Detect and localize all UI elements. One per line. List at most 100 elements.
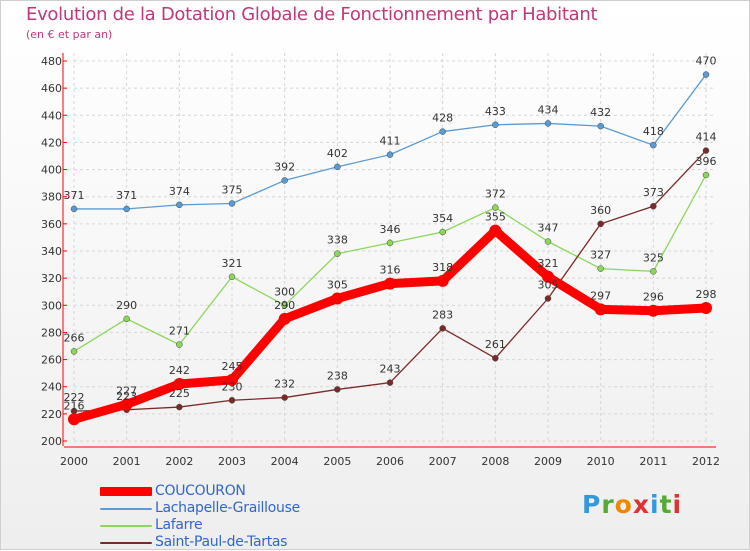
data-point-lafarre — [597, 265, 604, 272]
data-point-lafarre — [702, 171, 710, 179]
data-point-coucouron — [226, 373, 238, 386]
data-point-saint-paul-de-tartas — [702, 147, 710, 154]
data-label-lachapelle-graillouse: 371 — [116, 189, 137, 202]
data-label-saint-paul-de-tartas: 223 — [116, 390, 137, 403]
data-label-lafarre: 290 — [116, 299, 137, 312]
data-point-lachapelle-graillouse — [386, 151, 394, 158]
data-label-saint-paul-de-tartas: 373 — [643, 186, 664, 199]
data-label-coucouron: 305 — [327, 279, 348, 292]
data-label-saint-paul-de-tartas: 232 — [274, 378, 295, 391]
legend-swatch — [100, 508, 152, 510]
logo-letter: i — [650, 490, 660, 519]
data-point-lachapelle-graillouse — [228, 200, 236, 207]
data-point-lafarre — [439, 228, 446, 236]
data-point-lachapelle-graillouse — [650, 141, 657, 149]
data-label-coucouron: 245 — [222, 360, 243, 373]
data-point-coucouron — [278, 312, 291, 325]
data-point-lachapelle-graillouse — [544, 120, 552, 127]
data-label-saint-paul-de-tartas: 230 — [222, 380, 243, 393]
data-label-coucouron: 242 — [169, 364, 190, 377]
data-point-lafarre — [70, 348, 78, 355]
gridlines — [73, 53, 716, 442]
x-tick-label: 2009 — [534, 455, 562, 468]
data-point-saint-paul-de-tartas — [544, 295, 552, 302]
legend-swatch — [100, 487, 152, 496]
data-point-lafarre — [281, 302, 288, 309]
chart-title: Evolution de la Dotation Globale de Fonc… — [26, 4, 598, 25]
x-tick-label: 2011 — [639, 455, 667, 468]
data-point-lachapelle-graillouse — [123, 205, 130, 213]
data-label-saint-paul-de-tartas: 360 — [590, 204, 611, 217]
data-label-saint-paul-de-tartas: 222 — [64, 391, 85, 404]
data-label-lafarre: 271 — [169, 325, 190, 338]
data-point-coucouron — [489, 224, 502, 237]
logo-letter: o — [614, 490, 633, 519]
data-label-coucouron: 296 — [643, 291, 664, 304]
data-point-lachapelle-graillouse — [597, 122, 604, 130]
data-label-coucouron: 216 — [64, 399, 85, 412]
data-label-lachapelle-graillouse: 375 — [222, 184, 243, 197]
data-point-saint-paul-de-tartas — [386, 379, 394, 386]
data-label-lafarre: 396 — [696, 155, 717, 168]
data-label-lachapelle-graillouse: 470 — [696, 55, 717, 68]
data-label-lachapelle-graillouse: 433 — [485, 105, 506, 118]
data-label-lafarre: 338 — [327, 234, 348, 247]
data-point-saint-paul-de-tartas — [334, 386, 341, 393]
y-tick-label: 420 — [41, 136, 62, 149]
x-tick-label: 2004 — [271, 455, 299, 468]
axes: 200 220 240 260 280 300 320 340 360 380 400 420 440 4… — [41, 53, 720, 468]
y-tick-label: 400 — [41, 164, 62, 177]
data-label-lafarre: 372 — [485, 188, 506, 201]
y-tick-label: 340 — [41, 245, 62, 258]
data-point-coucouron — [68, 413, 80, 426]
x-tick-label: 2003 — [218, 455, 246, 468]
x-tick-label: 2010 — [587, 455, 615, 468]
data-label-coucouron: 227 — [116, 384, 137, 397]
data-label-lafarre: 354 — [432, 212, 453, 225]
data-point-saint-paul-de-tartas — [228, 397, 236, 404]
data-label-coucouron: 297 — [590, 289, 611, 302]
data-label-lachapelle-graillouse: 371 — [64, 189, 85, 202]
logo-letter: r — [601, 490, 615, 519]
data-point-coucouron — [436, 274, 449, 287]
data-label-coucouron: 298 — [696, 288, 717, 301]
data-label-saint-paul-de-tartas: 305 — [538, 279, 559, 292]
data-labels: 371 371 374 375 392 402 411 428 433 434 432 418 470 2… — [64, 55, 717, 413]
x-tick-label: 2001 — [113, 455, 141, 468]
legend-label: COUCOURON — [155, 483, 246, 499]
data-label-lafarre: 347 — [538, 222, 559, 235]
data-point-lafarre — [334, 250, 341, 257]
x-tick-label: 2008 — [481, 455, 509, 468]
y-tick-label: 480 — [41, 55, 62, 68]
legend-label: Lachapelle-Graillouse — [155, 500, 300, 516]
data-point-lafarre — [492, 204, 499, 211]
y-tick-label: 380 — [41, 191, 62, 204]
data-label-coucouron: 355 — [485, 211, 506, 224]
data-point-coucouron — [647, 304, 660, 317]
data-point-lafarre — [176, 341, 183, 348]
data-point-saint-paul-de-tartas — [281, 394, 288, 401]
y-tick-label: 260 — [41, 354, 62, 367]
data-label-saint-paul-de-tartas: 225 — [169, 387, 190, 400]
x-tick-label: 2005 — [323, 455, 351, 468]
x-tick-label: 2002 — [165, 455, 193, 468]
data-series — [68, 71, 712, 426]
proxiti-logo: Proxiti — [582, 490, 682, 519]
data-point-saint-paul-de-tartas — [492, 354, 499, 362]
data-point-lafarre — [650, 268, 657, 275]
data-point-coucouron — [384, 277, 396, 290]
data-label-lachapelle-graillouse: 374 — [169, 185, 190, 198]
data-point-coucouron — [120, 398, 133, 411]
data-label-saint-paul-de-tartas: 414 — [696, 131, 717, 144]
data-label-lachapelle-graillouse: 428 — [432, 112, 453, 125]
legend-swatch — [100, 525, 152, 527]
data-label-lachapelle-graillouse: 411 — [380, 135, 401, 148]
data-point-coucouron — [594, 303, 607, 316]
data-label-coucouron: 316 — [380, 264, 401, 277]
line-chart: 200 220 240 260 280 300 320 340 360 380 400 420 440 4… — [41, 53, 720, 468]
data-label-coucouron: 290 — [274, 299, 295, 312]
logo-letter: i — [672, 490, 683, 519]
data-label-coucouron: 321 — [538, 257, 559, 270]
data-label-lafarre: 300 — [274, 285, 295, 298]
